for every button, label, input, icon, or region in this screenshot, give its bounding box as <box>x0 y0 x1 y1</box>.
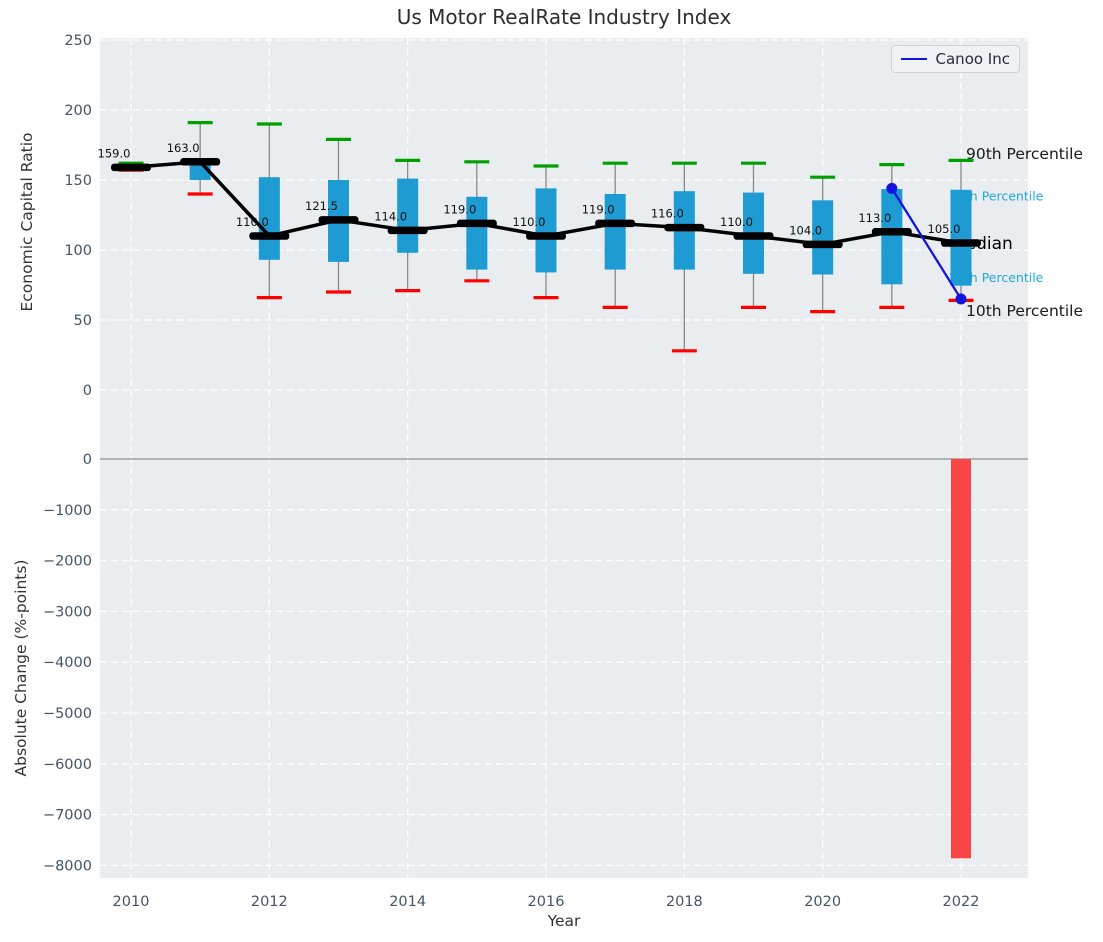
median-marker-2021 <box>871 228 912 236</box>
x-tick-label: 2016 <box>528 894 565 910</box>
median-value-label-2021: 113.0 <box>858 211 891 225</box>
box-2016 <box>535 188 557 273</box>
x-tick-label: 2012 <box>251 894 288 910</box>
bottom-y-tick-label: −3000 <box>43 604 92 620</box>
median-marker-2014 <box>387 226 428 235</box>
median-value-label-2012: 110.0 <box>236 215 269 229</box>
median-value-label-2015: 119.0 <box>443 202 476 216</box>
annotation-p10: 10th Percentile <box>966 302 1083 320</box>
top-y-tick-label: 150 <box>64 173 92 189</box>
x-axis-label: Year <box>547 912 581 930</box>
median-marker-2019 <box>733 232 774 240</box>
median-value-label-2019: 110.0 <box>720 215 753 229</box>
median-value-label-2014: 114.0 <box>374 209 407 223</box>
x-tick-label: 2020 <box>804 894 841 910</box>
plot-background <box>100 38 1028 878</box>
top-y-tick-label: 50 <box>74 313 92 329</box>
box-2014 <box>397 178 419 253</box>
x-tick-label: 2022 <box>943 894 980 910</box>
x-tick-label: 2010 <box>113 894 150 910</box>
median-value-label-2022: 105.0 <box>928 222 961 236</box>
bottom-y-tick-label: −1000 <box>43 503 92 519</box>
box-2017 <box>604 194 626 270</box>
median-value-label-2013: 121.5 <box>305 199 338 213</box>
median-marker-2013 <box>318 216 359 224</box>
bottom-y-tick-label: −6000 <box>43 757 92 773</box>
bottom-y-tick-label: −8000 <box>43 858 92 874</box>
annotation-p25: 25th Percentile <box>949 270 1044 285</box>
bottom-y-tick-label: −7000 <box>43 808 92 824</box>
median-marker-2012 <box>249 232 290 240</box>
top-y-tick-label: 100 <box>64 243 92 259</box>
bar-2022 <box>951 459 972 859</box>
bottom-y-tick-label: −4000 <box>43 655 92 671</box>
canoo-line <box>890 187 962 300</box>
box-2020 <box>812 200 834 275</box>
median-marker-2017 <box>595 219 636 228</box>
bottom-y-tick-label: −5000 <box>43 706 92 722</box>
legend-label: Canoo Inc <box>935 50 1010 68</box>
bottom-y-tick-label: −2000 <box>43 554 92 570</box>
x-tick-label: 2018 <box>666 894 703 910</box>
median-marker-2020 <box>802 240 843 249</box>
top-y-tick-label: 200 <box>64 103 92 119</box>
box-2021 <box>881 189 903 285</box>
bottom-y-tick-label: 0 <box>83 452 92 468</box>
median-marker-2011 <box>180 158 221 166</box>
median-value-label-2011: 163.0 <box>167 141 200 155</box>
median-marker-2016 <box>526 232 567 240</box>
median-value-label-2010: 159.0 <box>98 146 131 160</box>
canoo-marker <box>955 293 967 305</box>
median-marker-2015 <box>456 219 497 228</box>
annotation-p75: 75th Percentile <box>949 188 1044 203</box>
median-marker-2010 <box>111 163 151 172</box>
box-2022 <box>950 189 972 286</box>
legend: Canoo Inc <box>891 45 1020 73</box>
median-value-label-2016: 110.0 <box>513 215 546 229</box>
legend-line-sample-icon <box>901 58 927 60</box>
median-marker-2022 <box>941 239 982 247</box>
median-value-label-2018: 116.0 <box>651 207 684 221</box>
annotation-p90: 90th Percentile <box>966 145 1083 163</box>
median-value-label-2020: 104.0 <box>789 223 822 237</box>
canoo-marker <box>886 182 898 194</box>
median-marker-2018 <box>664 223 705 232</box>
top-y-tick-label: 250 <box>64 33 92 49</box>
box-2015 <box>466 196 488 270</box>
top-y-tick-label: 0 <box>83 383 92 399</box>
median-value-label-2017: 119.0 <box>582 202 615 216</box>
chart-title: Us Motor RealRate Industry Index <box>396 5 732 29</box>
x-tick-label: 2014 <box>389 894 426 910</box>
